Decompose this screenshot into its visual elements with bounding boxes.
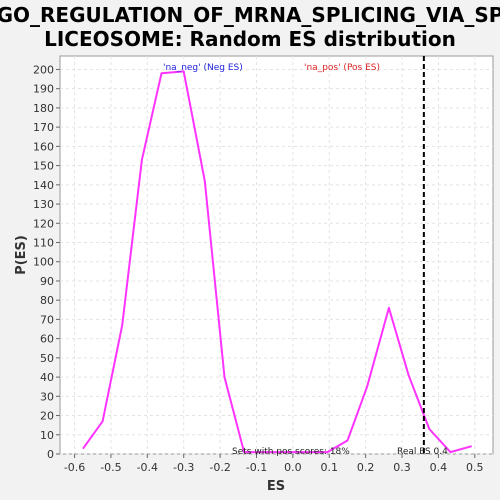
- y-tick-label: 10: [40, 429, 54, 442]
- x-tick-label: -0.6: [64, 461, 85, 474]
- plot-area: [59, 55, 494, 455]
- data-point: [470, 445, 472, 448]
- y-tick-label: 60: [40, 333, 54, 346]
- y-tick-label: 50: [40, 352, 54, 365]
- data-point: [428, 428, 431, 430]
- data-point: [223, 376, 226, 378]
- x-axis: -0.6 -0.5 -0.4 -0.3 -0.2 -0.1 0.0 0.1 0.2 0.3 0.4 0…: [64, 454, 484, 474]
- y-tick-label: 80: [40, 294, 54, 307]
- chart-title-line2: LICEOSOME: Random ES distribution: [44, 27, 456, 51]
- grid-lines: [60, 56, 493, 455]
- chart-title-line1: GO_REGULATION_OF_MRNA_SPLICING_VIA_SP: [0, 3, 500, 27]
- data-point: [121, 324, 124, 326]
- y-tick-label: 170: [33, 121, 54, 134]
- pos-scores-annotation: Sets with pos scores: 18%: [232, 447, 350, 457]
- y-tick-label: 150: [33, 160, 54, 173]
- x-tick-label: -0.3: [173, 461, 194, 474]
- series-layer: [82, 70, 472, 454]
- y-tick-label: 110: [33, 237, 54, 250]
- data-point: [243, 451, 245, 453]
- data-point: [204, 180, 206, 182]
- x-tick-label: 0.5: [466, 461, 484, 474]
- y-tick-label: 120: [33, 217, 54, 230]
- data-point: [141, 159, 143, 161]
- x-tick-label: -0.5: [100, 461, 121, 474]
- y-tick-label: 190: [33, 83, 54, 96]
- x-tick-label: 0.1: [321, 461, 339, 474]
- data-point: [101, 420, 104, 423]
- y-tick-label: 20: [40, 410, 54, 423]
- data-point: [407, 374, 410, 376]
- real-es-annotation: Real ES 0.4: [397, 447, 448, 457]
- x-tick-label: 0.4: [430, 461, 448, 474]
- x-tick-label: 0.3: [393, 461, 411, 474]
- y-axis: 0 10 20 30 40 50 60 70 80 90 100 110 120 130 140 150 160…: [33, 63, 60, 461]
- data-point: [326, 451, 329, 453]
- data-point: [346, 439, 349, 442]
- x-tick-label: -0.4: [137, 461, 158, 474]
- legend-pos-es: 'na_pos' (Pos ES): [304, 63, 380, 73]
- y-tick-label: 200: [33, 63, 54, 76]
- x-tick-label: 0.2: [357, 461, 375, 474]
- data-point: [182, 70, 185, 73]
- y-tick-label: 140: [33, 179, 54, 192]
- y-tick-label: 160: [33, 140, 54, 153]
- y-tick-label: 70: [40, 313, 54, 326]
- y-tick-label: 130: [33, 198, 54, 211]
- y-tick-label: 100: [33, 256, 54, 269]
- x-tick-label: -0.1: [246, 461, 267, 474]
- x-axis-label: ES: [267, 479, 285, 494]
- data-point: [82, 447, 85, 450]
- y-tick-label: 180: [33, 102, 54, 115]
- data-point: [160, 72, 163, 75]
- data-point: [366, 385, 368, 388]
- y-tick-label: 0: [47, 448, 54, 461]
- data-point: [388, 307, 390, 309]
- y-tick-label: 90: [40, 275, 54, 288]
- x-tick-label: -0.2: [209, 461, 230, 474]
- legend-neg-es: 'na_neg' (Neg ES): [163, 63, 243, 73]
- y-axis-label: P(ES): [14, 235, 29, 275]
- y-tick-label: 40: [40, 371, 54, 384]
- y-tick-label: 30: [40, 390, 54, 403]
- data-point: [449, 451, 452, 453]
- x-tick-label: 0.0: [284, 461, 302, 474]
